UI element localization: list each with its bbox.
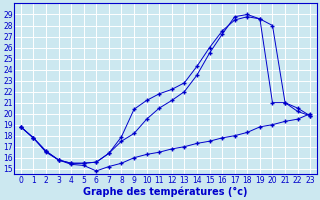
X-axis label: Graphe des températures (°c): Graphe des températures (°c) [83, 186, 248, 197]
